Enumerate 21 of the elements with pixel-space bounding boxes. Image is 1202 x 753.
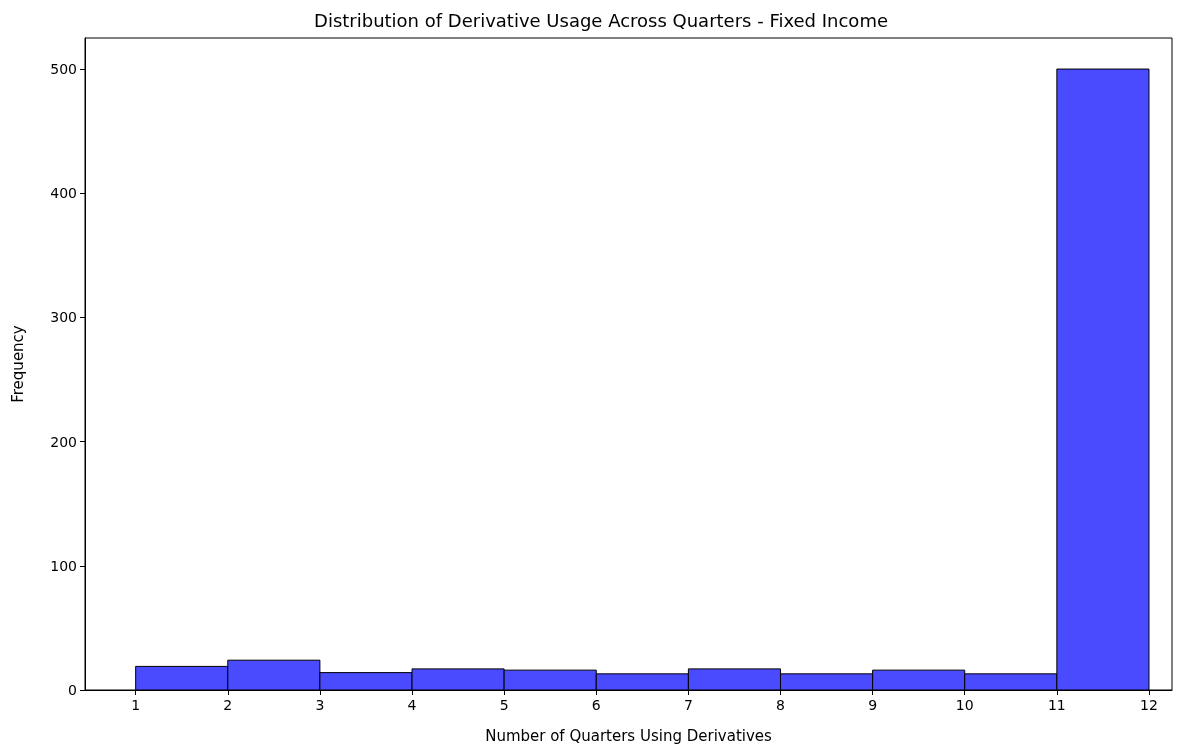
y-tick-label: 0	[68, 682, 77, 698]
x-tick-label: 5	[499, 697, 509, 713]
x-tick-label: 1	[131, 697, 141, 713]
y-tick-label: 500	[50, 61, 77, 78]
y-tick-label: 200	[50, 433, 77, 450]
y-tick-label: 400	[50, 185, 77, 202]
y-tick-label: 300	[50, 309, 77, 326]
chart-title: Distribution of Derivative Usage Across Quarters - Fixed Income	[314, 9, 888, 31]
x-tick-label: 2	[223, 697, 233, 713]
x-tick-label: 12	[1140, 697, 1158, 713]
x-tick-label: 6	[591, 697, 601, 713]
x-tick-label: 7	[683, 697, 693, 713]
x-axis-title: Number of Quarters Using Derivatives	[485, 726, 773, 745]
x-tick-label: 11	[1047, 697, 1066, 713]
x-tick-label: 10	[955, 697, 974, 713]
x-tick-label: 9	[868, 697, 878, 713]
x-tick-label: 4	[407, 697, 417, 713]
y-tick-label: 100	[50, 557, 77, 574]
y-axis-title: Frequency	[8, 325, 27, 403]
x-tick-label: 8	[776, 697, 785, 713]
x-tick-label: 3	[315, 697, 325, 713]
